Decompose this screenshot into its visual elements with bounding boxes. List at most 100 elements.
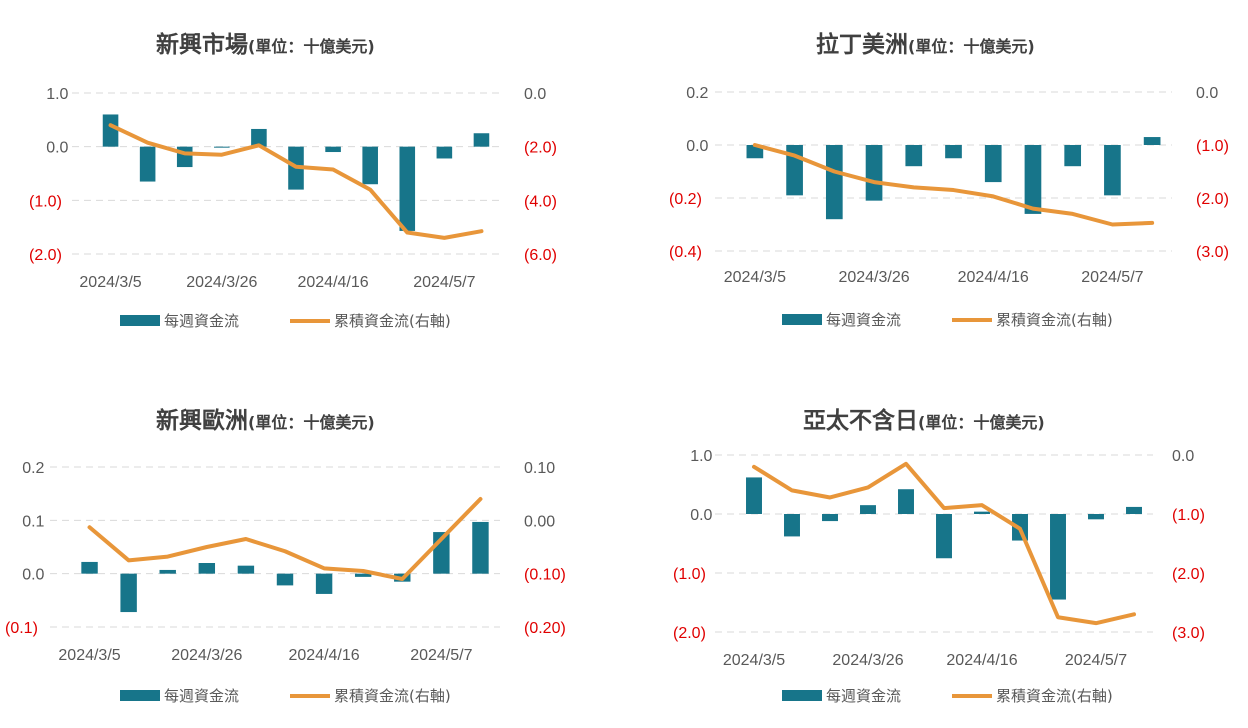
bar-weekly-flow [1088,514,1104,520]
x-tick-label: 2024/3/5 [723,652,785,669]
x-tick-label: 2024/5/7 [1081,269,1143,286]
chart-title: 拉丁美洲(單位：十億美元) [816,31,1035,58]
y-right-tick-label: (3.0) [1172,625,1205,642]
chart-panel: 亞太不含日(單位：十億美元) 1.0 0.0 (1.0) (2.0) 0.0 (1.0) (2… [673,407,1205,705]
legend-bar-label: 每週資金流 [826,311,901,329]
bar-weekly-flow [822,514,838,522]
y-left-tick-label: 0.0 [46,140,68,157]
bar-weekly-flow [945,145,962,159]
legend-bar-swatch [782,690,822,701]
bar-weekly-flow [1024,145,1042,214]
y-left-tick-label: 0.0 [686,138,708,155]
x-tick-label: 2024/4/16 [288,647,359,664]
y-left-tick-label: 1.0 [690,448,712,465]
y-left-tick-label: (0.4) [669,244,702,261]
y-right-tick-label: 0.10 [524,460,555,477]
legend-line-label: 累積資金流(右軸) [996,311,1113,329]
bar-weekly-flow [214,146,230,148]
bar-weekly-flow [936,514,952,559]
y-left-tick-label: (1.0) [29,193,62,210]
chart-panel: 新興市場(單位：十億美元) 1.0 0.0 (1.0) (2.0) 0.0 (2.0) (4.… [29,31,557,330]
bar-weekly-flow [315,573,333,594]
x-tick-label: 2024/5/7 [410,647,472,664]
y-left-tick-label: 0.0 [22,567,44,584]
chart-title-unit: (單位：十億美元) [908,37,1035,56]
y-left-tick-label: (1.0) [673,566,706,583]
chart-title-unit: (單位：十億美元) [918,413,1045,432]
x-tick-label: 2024/3/26 [186,274,257,291]
chart-title: 亞太不含日(單位：十億美元) [803,407,1045,434]
legend: 每週資金流 累積資金流(右軸) [782,687,1113,705]
x-tick-label: 2024/3/5 [79,274,141,291]
bar-weekly-flow [1104,145,1121,196]
y-left-tick-label: 0.2 [22,460,44,477]
y-right-tick-label: 0.0 [1196,85,1218,102]
chart-title-main: 亞太不含日 [803,407,918,434]
line-cumulative-flow [108,123,484,240]
bar-weekly-flow [354,573,372,577]
y-left-tick-label: (2.0) [29,247,62,264]
bar-weekly-flow [198,563,216,574]
bar-weekly-flow [784,514,800,537]
y-right-tick-label: 0.0 [1172,448,1194,465]
y-right-tick-label: (1.0) [1196,138,1229,155]
chart-title: 新興歐洲(單位：十億美元) [156,407,375,434]
y-left-tick-label: (2.0) [673,625,706,642]
y-left-tick-label: (0.2) [669,191,702,208]
bar-weekly-flow [1050,514,1066,600]
bar-weekly-flow [436,146,453,159]
line-cumulative-flow [87,497,483,581]
y-right-tick-label: (6.0) [524,247,557,264]
bar-weekly-flow [81,561,98,574]
line-cumulative-flow [752,143,1155,227]
bar-weekly-flow [237,565,255,574]
chart-panel: 拉丁美洲(單位：十億美元) 0.2 0.0 (0.2) (0.4) 0.0 (1.0) (2.… [669,31,1229,329]
legend-bar-swatch [120,315,160,326]
bar-weekly-flow [825,145,843,220]
y-left-tick-label: 0.2 [686,85,708,102]
y-left-tick-label: (0.1) [5,620,38,637]
bar-weekly-flow [1143,137,1161,145]
chart-title-unit: (單位：十億美元) [248,37,375,56]
chart-title-unit: (單位：十億美元) [248,413,375,432]
chart-title-main: 新興市場 [156,31,248,58]
bar-weekly-flow [399,146,416,231]
y-left-tick-label: 0.1 [22,513,44,530]
legend: 每週資金流 累積資金流(右軸) [782,311,1113,329]
legend-bar-label: 每週資金流 [164,687,239,705]
bar-weekly-flow [102,114,119,147]
bar-weekly-flow [865,145,883,201]
legend-bar-label: 每週資金流 [164,312,239,330]
bar-weekly-flow [139,146,156,182]
bar-weekly-flow [251,128,267,147]
bar-weekly-flow [120,573,137,613]
legend-bar-swatch [782,314,822,325]
chart-title: 新興市場(單位：十億美元) [156,31,375,58]
bar-weekly-flow [362,146,378,185]
x-tick-label: 2024/4/16 [946,652,1017,669]
y-left-tick-label: 1.0 [46,86,68,103]
y-right-tick-label: (1.0) [1172,507,1205,524]
y-right-tick-label: (2.0) [1196,191,1229,208]
legend: 每週資金流 累積資金流(右軸) [120,687,451,705]
y-right-tick-label: (4.0) [524,193,557,210]
bar-weekly-flow [746,477,762,514]
chart-panel: 新興歐洲(單位：十億美元) 0.2 0.1 0.0 (0.1) 0.10 0.00 (0.10… [5,407,566,705]
bar-weekly-flow [1126,506,1142,514]
x-tick-label: 2024/3/26 [171,647,242,664]
bar-weekly-flow [325,146,341,153]
legend-bar-swatch [120,690,160,701]
chart-title-main: 新興歐洲 [156,407,248,434]
x-tick-label: 2024/3/26 [832,652,903,669]
bar-weekly-flow [905,145,923,167]
legend-bar-label: 每週資金流 [826,687,901,705]
y-right-tick-label: (2.0) [524,140,557,157]
x-tick-label: 2024/3/26 [838,269,909,286]
x-tick-label: 2024/5/7 [1065,652,1127,669]
bar-weekly-flow [472,521,489,574]
bar-weekly-flow [276,573,294,586]
chart-title-main: 拉丁美洲 [816,31,908,58]
legend-line-label: 累積資金流(右軸) [996,687,1113,705]
legend-line-label: 累積資金流(右軸) [334,687,451,705]
bar-weekly-flow [974,511,990,514]
